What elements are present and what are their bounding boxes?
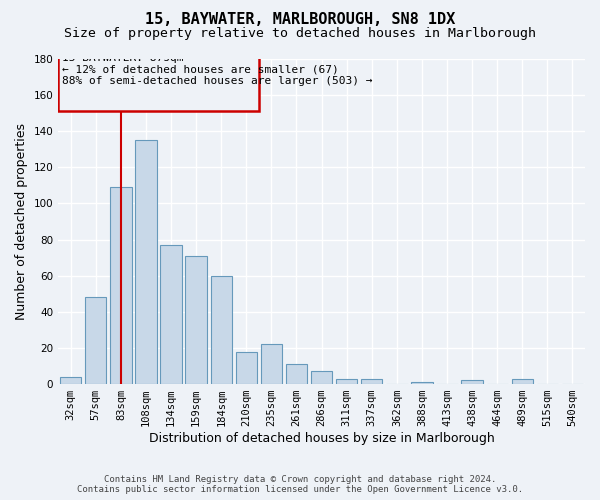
Bar — [160, 245, 182, 384]
Y-axis label: Number of detached properties: Number of detached properties — [15, 123, 28, 320]
Text: 15 BAYWATER: 87sqm
← 12% of detached houses are smaller (67)
88% of semi-detache: 15 BAYWATER: 87sqm ← 12% of detached hou… — [62, 52, 373, 86]
Bar — [461, 380, 483, 384]
Bar — [261, 344, 282, 384]
Bar — [136, 140, 157, 384]
X-axis label: Distribution of detached houses by size in Marlborough: Distribution of detached houses by size … — [149, 432, 494, 445]
Bar — [311, 372, 332, 384]
Bar — [286, 364, 307, 384]
Text: Contains HM Land Registry data © Crown copyright and database right 2024.
Contai: Contains HM Land Registry data © Crown c… — [77, 474, 523, 494]
Bar — [211, 276, 232, 384]
Bar — [85, 298, 106, 384]
Bar — [60, 377, 82, 384]
Bar — [361, 378, 382, 384]
Text: 15, BAYWATER, MARLBOROUGH, SN8 1DX: 15, BAYWATER, MARLBOROUGH, SN8 1DX — [145, 12, 455, 28]
Bar — [336, 378, 358, 384]
Bar — [512, 378, 533, 384]
Bar — [110, 187, 131, 384]
Bar — [411, 382, 433, 384]
FancyBboxPatch shape — [58, 50, 259, 112]
Bar — [185, 256, 207, 384]
Text: Size of property relative to detached houses in Marlborough: Size of property relative to detached ho… — [64, 28, 536, 40]
Bar — [236, 352, 257, 384]
